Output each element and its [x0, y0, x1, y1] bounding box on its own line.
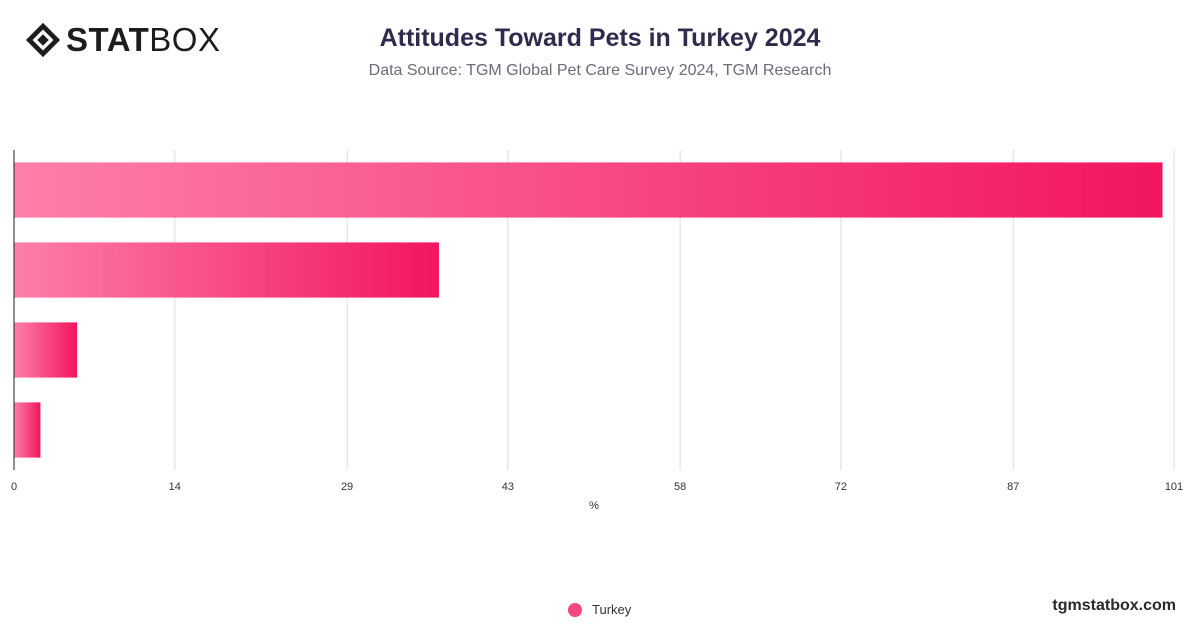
- bar[interactable]: [14, 322, 78, 378]
- bars: [14, 162, 1163, 458]
- statbox-logo: STATBOX: [24, 22, 220, 58]
- logo-text-bold: STAT: [66, 21, 150, 58]
- logo-wordmark: STATBOX: [66, 22, 220, 58]
- x-tick-label: 72: [835, 481, 847, 493]
- x-tick-label: 101: [1165, 481, 1183, 493]
- legend[interactable]: Turkey: [568, 602, 631, 617]
- x-tick-label: 14: [169, 481, 181, 493]
- legend-marker: [568, 602, 582, 617]
- x-tick-label: 43: [502, 481, 514, 493]
- x-tick-label: 0: [11, 481, 17, 493]
- statbox-diamond-icon: [25, 22, 61, 58]
- bar[interactable]: [14, 242, 439, 298]
- bar[interactable]: [14, 402, 41, 458]
- logo-text-light: BOX: [149, 21, 221, 58]
- legend-label: Turkey: [592, 602, 632, 617]
- x-tick-labels: 0 14 29 43 58 72 87 101: [11, 481, 1183, 493]
- chart-title: Attitudes Toward Pets in Turkey 2024: [379, 24, 821, 52]
- x-axis-label: %: [589, 500, 599, 512]
- x-tick-label: 29: [341, 481, 353, 493]
- chart-subtitle: Data Source: TGM Global Pet Care Survey …: [368, 62, 832, 79]
- x-tick-label: 87: [1007, 481, 1019, 493]
- x-tick-label: 58: [674, 481, 686, 493]
- bar[interactable]: [14, 162, 1163, 218]
- footer-brand: tgmstatbox.com: [1052, 597, 1176, 614]
